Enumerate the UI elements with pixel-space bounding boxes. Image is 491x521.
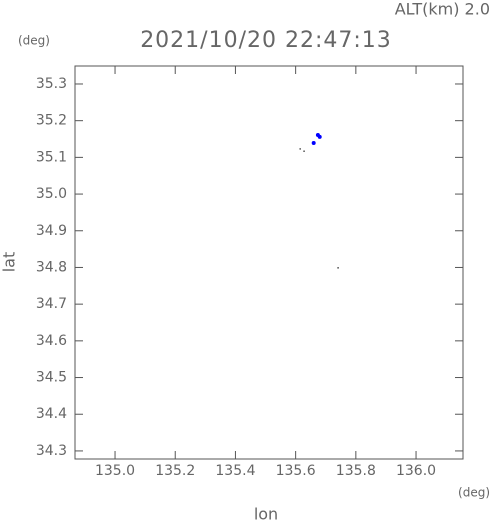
point — [337, 267, 339, 269]
x-axis-label: lon — [254, 505, 278, 521]
y-tick-label: 34.8 — [36, 259, 67, 275]
y-unit: (deg) — [18, 34, 50, 48]
altitude-annotation: ALT(km) 2.0 — [395, 0, 490, 19]
y-tick-label: 34.3 — [36, 443, 67, 459]
y-tick-label: 34.7 — [36, 296, 67, 312]
point — [303, 150, 305, 152]
x-unit: (deg) — [458, 486, 490, 500]
y-tick-label: 34.5 — [36, 370, 67, 386]
y-tick-label: 35.2 — [36, 113, 67, 129]
x-tick-label: 136.0 — [396, 463, 436, 479]
y-tick-label: 34.9 — [36, 223, 67, 239]
y-tick-label: 35.3 — [36, 76, 67, 92]
x-tick-label: 135.8 — [336, 463, 376, 479]
point — [299, 148, 301, 150]
y-tick-label: 34.4 — [36, 406, 67, 422]
point — [317, 134, 322, 139]
y-axis-label: lat — [0, 252, 19, 273]
x-tick-label: 135.2 — [155, 463, 195, 479]
point — [311, 141, 316, 146]
x-tick-label: 135.6 — [276, 463, 316, 479]
y-tick-label: 35.1 — [36, 149, 67, 165]
y-tick-label: 35.0 — [36, 186, 67, 202]
chart-title: 2021/10/20 22:47:13 — [140, 28, 392, 53]
x-tick-label: 135.0 — [95, 463, 135, 479]
plot-frame — [74, 65, 464, 460]
x-tick-label: 135.4 — [215, 463, 255, 479]
y-tick-label: 34.6 — [36, 333, 67, 349]
